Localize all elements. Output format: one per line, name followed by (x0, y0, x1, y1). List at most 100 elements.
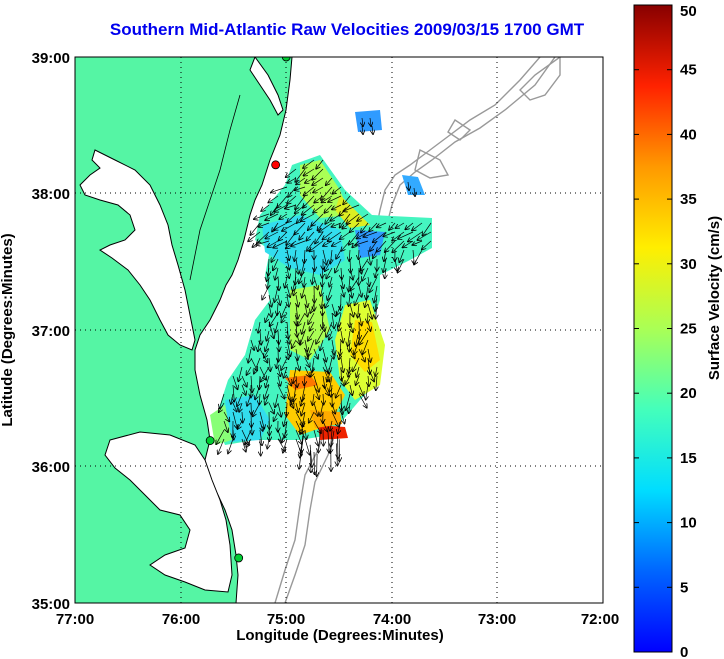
velocity-arrow (368, 312, 369, 323)
velocity-arrow (257, 231, 270, 243)
velocity-arrow (323, 231, 333, 240)
velocity-arrow (335, 258, 342, 272)
velocity-arrow (308, 222, 315, 230)
velocity-arrow (304, 357, 310, 367)
velocity-arrow (341, 240, 351, 251)
velocity-arrow (301, 213, 315, 221)
velocity-arrow (312, 177, 324, 185)
velocity-arrow (284, 366, 288, 378)
velocity-arrow (296, 402, 298, 412)
velocity-arrow (326, 267, 333, 278)
x-axis-label: Longitude (Degrees:Minutes) (236, 627, 444, 644)
velocity-arrow (271, 249, 279, 262)
velocity-arrow (291, 240, 306, 246)
velocity-arrow (332, 402, 335, 414)
velocity-arrow (304, 276, 305, 287)
velocity-arrow (231, 393, 233, 404)
x-tick-label: 74:00 (373, 611, 411, 628)
velocity-arrow (265, 213, 279, 220)
velocity-arrow (301, 258, 306, 275)
velocity-arrow (353, 357, 360, 371)
velocity-arrow (296, 303, 298, 319)
velocity-arrow (299, 231, 306, 240)
velocity-arrow (247, 366, 252, 375)
velocity-arrow (220, 393, 225, 408)
x-tick-label: 75:00 (267, 611, 305, 628)
velocity-arrow (269, 357, 270, 371)
velocity-arrow (304, 375, 305, 385)
velocity-arrow (309, 411, 315, 423)
velocity-arrow (363, 339, 369, 354)
velocity-arrow (376, 303, 377, 319)
colorbar-ticks: 0 5 10 15 20 25 30 35 40 45 50 (634, 3, 697, 659)
velocity-arrow (268, 195, 279, 203)
velocity-arrow (359, 285, 362, 297)
velocity-arrow (295, 168, 306, 182)
velocity-arrow (281, 312, 288, 322)
velocity-arrow (242, 411, 243, 422)
velocity-arrow (418, 231, 432, 240)
velocity-arrow (267, 330, 270, 341)
velocity-arrow (278, 294, 280, 305)
colorbar-tick-label: 25 (680, 321, 697, 338)
velocity-arrow (279, 213, 288, 219)
velocity-arrow (223, 420, 228, 432)
velocity-arrow (274, 222, 288, 230)
radar-stations (205, 57, 291, 563)
velocity-arrow (368, 276, 369, 286)
velocity-arrow (261, 204, 270, 211)
velocity-arrow (293, 366, 297, 383)
velocity-arrow (287, 213, 297, 222)
velocity-arrow (323, 393, 324, 404)
velocity-arrow (313, 420, 321, 433)
chesapeake-bay (79, 149, 196, 351)
velocity-arrow (343, 204, 360, 211)
y-tick-label: 35:00 (32, 596, 70, 613)
velocity-arrow (358, 348, 365, 361)
colorbar-tick-label: 10 (680, 515, 697, 532)
velocity-arrow (339, 348, 341, 359)
colorbar-label: Surface Velocity (cm/s) (706, 216, 723, 380)
velocity-arrow (359, 312, 362, 325)
velocity-arrow (267, 438, 269, 448)
velocity-arrow (283, 438, 288, 453)
velocity-arrow (362, 125, 363, 134)
velocity-arrow (321, 186, 333, 200)
colorbar: 0 5 10 15 20 25 30 35 40 45 50 Surface Velocity (c… (633, 3, 723, 659)
velocity-arrow (277, 303, 278, 315)
velocity-arrow (316, 330, 324, 344)
velocity-arrow (340, 231, 351, 239)
velocity-arrow (281, 429, 288, 443)
velocity-arrow (294, 249, 296, 261)
velocity-arrow (327, 366, 333, 382)
velocity-arrow (322, 276, 323, 286)
velocity-arrow (314, 195, 324, 203)
x-tick-label: 73:00 (478, 611, 516, 628)
velocity-arrow (422, 240, 432, 249)
velocity-arrow (270, 312, 279, 326)
velocity-arrow (354, 339, 360, 354)
velocity-arrow (262, 285, 270, 299)
velocity-arrow (294, 285, 297, 295)
velocity-arrow (350, 285, 352, 297)
velocity-arrow (302, 204, 315, 215)
velocity-arrow (300, 420, 306, 434)
velocity-arrow (286, 339, 290, 356)
velocity-arrow (288, 177, 297, 183)
velocity-arrow (356, 366, 359, 377)
velocity-arrow (368, 249, 371, 265)
velocity-arrow (296, 375, 297, 387)
y-tick-label: 38:00 (32, 186, 70, 203)
velocity-arrow (332, 204, 342, 209)
velocity-arrow (287, 348, 288, 359)
velocity-arrow (369, 276, 378, 292)
velocity-arrow (350, 267, 353, 280)
velocity-arrow (251, 375, 252, 392)
delaware-bay (249, 57, 284, 116)
velocity-arrow (287, 267, 289, 278)
velocity-arrow (313, 429, 318, 445)
y-tick-label: 37:00 (32, 323, 70, 340)
velocity-arrow (349, 294, 350, 306)
velocity-arrow (338, 420, 342, 434)
